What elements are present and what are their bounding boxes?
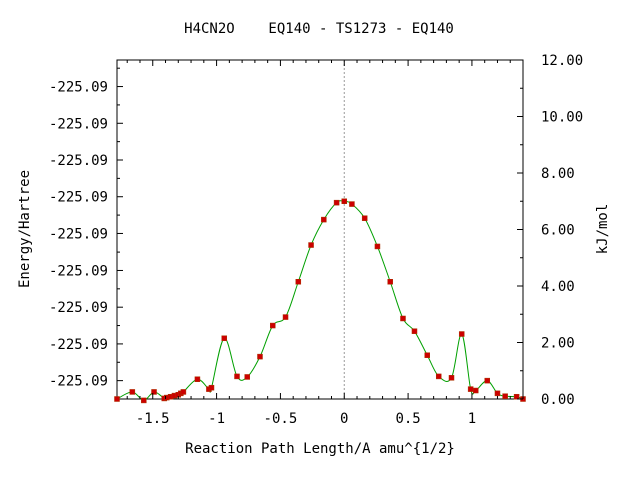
x-axis: -1.5 -1 -0.5 0 0.5 1 [126, 60, 524, 427]
x-tick-label: -0.5 [264, 411, 298, 427]
data-point [513, 393, 520, 400]
data-point [400, 315, 406, 322]
data-point [244, 374, 250, 380]
data-point [473, 387, 479, 394]
x-tick-label: 0 [340, 411, 348, 427]
data-point [141, 397, 147, 404]
data-point [180, 389, 187, 395]
y-axis-right: 0.00 2.00 4.00 6.00 8.00 10.00 12.00 [517, 53, 583, 408]
y-axis-title-left: Energy/Hartree [17, 170, 33, 288]
data-point [374, 243, 381, 250]
y-right-tick-label: 10.00 [541, 110, 583, 126]
data-point [221, 335, 227, 342]
plot-frame [116, 59, 524, 400]
data-point [194, 376, 201, 382]
y-left-tick-label: -225.09 [49, 337, 108, 353]
y-right-tick-label: 0.00 [541, 392, 575, 408]
y-right-tick-label: 6.00 [541, 223, 575, 239]
data-point [341, 198, 348, 204]
chart-title: H4CN2O EQ140 - TS1273 - EQ140 [184, 21, 454, 37]
y-axis-left: -225.09 -225.09 -225.09 -225.09 -225.09 -225.… [49, 67, 123, 390]
data-point [467, 386, 474, 392]
data-point [208, 384, 215, 391]
data-point [295, 279, 302, 285]
data-point [458, 331, 465, 337]
x-tick-label: 0.5 [395, 411, 420, 427]
data-point [282, 314, 289, 320]
data-point [114, 396, 120, 402]
data-point [435, 373, 442, 380]
data-point [129, 389, 136, 395]
y-left-tick-label: -225.09 [49, 226, 108, 242]
data-point [448, 375, 455, 381]
energy-curve [116, 200, 524, 401]
data-point [424, 352, 430, 358]
data-point [502, 393, 508, 399]
data-point [484, 377, 490, 384]
y-right-tick-label: 4.00 [541, 279, 575, 295]
data-point [234, 373, 240, 380]
data-point [349, 201, 355, 207]
data-point [308, 242, 314, 248]
data-point [321, 216, 327, 223]
x-tick-label: -1.5 [136, 411, 170, 427]
y-left-tick-label: -225.09 [49, 80, 108, 96]
data-point [333, 199, 340, 206]
y-right-tick-label: 8.00 [541, 166, 575, 182]
y-left-tick-label: -225.09 [49, 263, 108, 279]
data-point [387, 279, 393, 285]
data-point [411, 328, 418, 334]
data-points [114, 198, 526, 404]
x-tick-label: -1 [208, 411, 225, 427]
y-left-tick-label: -225.09 [49, 300, 108, 316]
y-left-tick-label: -225.09 [49, 374, 108, 390]
x-axis-title: Reaction Path Length/A amu^{1/2} [185, 441, 455, 457]
data-point [151, 389, 157, 395]
y-left-tick-label: -225.09 [49, 153, 108, 169]
y-right-tick-label: 2.00 [541, 336, 575, 352]
y-axis-title-right: kJ/mol [595, 204, 611, 255]
data-point [270, 322, 276, 329]
data-point [257, 353, 263, 360]
reaction-path-curve [116, 200, 524, 401]
y-left-tick-label: -225.09 [49, 190, 108, 206]
y-left-tick-label: -225.09 [49, 116, 108, 132]
y-right-tick-label: 12.00 [541, 53, 583, 69]
data-point [494, 390, 501, 397]
data-point [361, 215, 368, 221]
x-tick-label: 1 [468, 411, 476, 427]
